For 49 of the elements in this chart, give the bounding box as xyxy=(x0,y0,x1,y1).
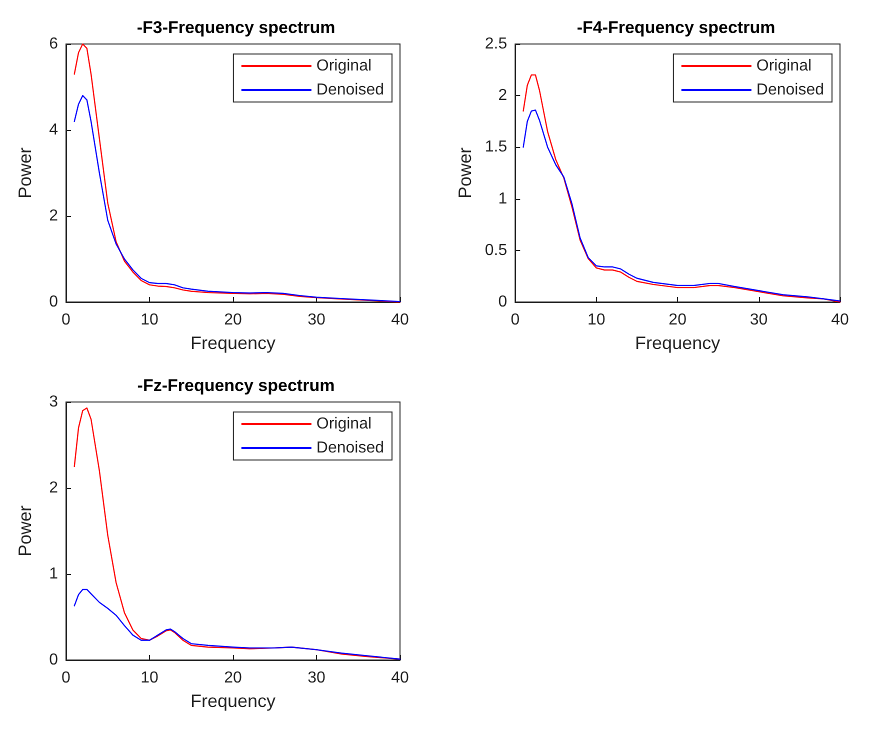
legend-label: Original xyxy=(316,416,372,432)
line-series xyxy=(522,74,841,303)
x-tick-label: 0 xyxy=(62,670,71,686)
legend-label: Original xyxy=(756,58,812,74)
y-tick-label: 0 xyxy=(49,652,58,668)
y-axis-title: Power xyxy=(455,147,475,199)
legend-label: Denoised xyxy=(316,440,384,456)
x-tick-label: 30 xyxy=(308,670,326,686)
legend-label: Denoised xyxy=(316,82,384,98)
y-tick-label: 2 xyxy=(498,87,508,104)
x-tick-label: 40 xyxy=(391,312,409,328)
y-tick-label: 1 xyxy=(498,190,508,208)
y-tick-label: 0.5 xyxy=(484,242,508,259)
x-axis-title: Frequency xyxy=(635,333,720,353)
y-axis-title: Power xyxy=(15,505,35,557)
line-series xyxy=(74,95,401,302)
x-tick-label: 0 xyxy=(510,312,520,328)
y-tick-label: 1 xyxy=(49,566,58,582)
legend-label: Original xyxy=(316,58,372,74)
y-tick-label: 6 xyxy=(49,36,58,52)
y-tick-label: 2 xyxy=(49,208,58,224)
y-axis-title: Power xyxy=(15,147,35,199)
y-tick-label: 2 xyxy=(49,480,58,496)
y-tick-label: 0 xyxy=(498,294,508,310)
y-tick-label: 1.5 xyxy=(484,138,508,156)
x-tick-label: 30 xyxy=(308,312,326,328)
x-axis-title: Frequency xyxy=(190,333,276,353)
x-tick-label: 20 xyxy=(224,312,242,328)
chart-title: -Fz-Frequency spectrum xyxy=(137,376,335,395)
x-tick-label: 10 xyxy=(140,312,158,328)
y-tick-label: 0 xyxy=(49,294,58,310)
x-axis-title: Frequency xyxy=(190,691,276,711)
y-tick-label: 4 xyxy=(49,122,58,138)
y-tick-label: 2.5 xyxy=(484,36,508,52)
x-tick-label: 20 xyxy=(224,670,242,686)
line-series xyxy=(74,43,401,303)
line-series xyxy=(522,109,841,302)
line-series xyxy=(74,588,401,660)
x-tick-label: 10 xyxy=(587,312,606,328)
x-tick-label: 40 xyxy=(391,670,409,686)
x-tick-label: 20 xyxy=(668,312,687,328)
x-tick-label: 0 xyxy=(62,312,71,328)
chart-title: -F4-Frequency spectrum xyxy=(576,18,776,37)
chart-title: -F3-Frequency spectrum xyxy=(136,18,336,37)
legend-label: Denoised xyxy=(756,82,824,98)
y-tick-label: 3 xyxy=(49,394,58,410)
x-tick-label: 30 xyxy=(750,312,768,328)
x-tick-label: 10 xyxy=(140,670,158,686)
x-tick-label: 40 xyxy=(831,312,849,328)
